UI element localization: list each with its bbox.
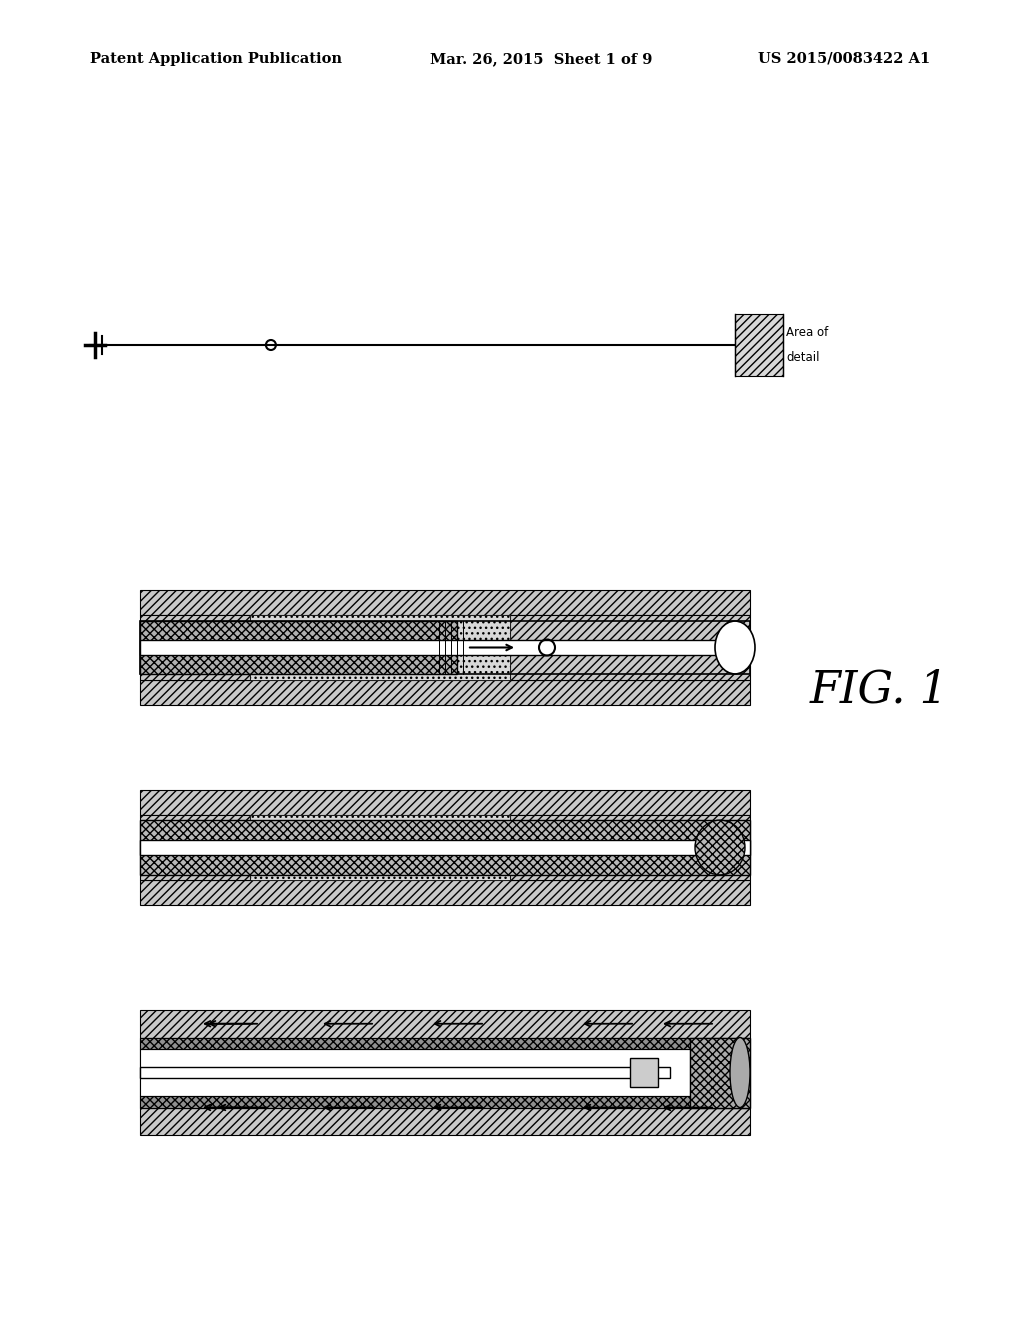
Bar <box>140 789 750 816</box>
Bar <box>140 1067 670 1078</box>
Bar <box>250 615 510 680</box>
Bar <box>140 640 750 655</box>
Bar <box>140 1038 690 1048</box>
Bar <box>250 816 510 879</box>
Bar <box>510 615 750 680</box>
Bar <box>140 879 750 906</box>
Bar <box>140 622 750 675</box>
Bar <box>140 820 750 875</box>
Bar <box>140 680 750 705</box>
Bar <box>140 1097 690 1107</box>
Bar <box>140 841 750 854</box>
Text: Mar. 26, 2015  Sheet 1 of 9: Mar. 26, 2015 Sheet 1 of 9 <box>430 51 652 66</box>
Bar <box>510 816 750 879</box>
Bar <box>140 1038 270 1107</box>
Text: detail: detail <box>786 351 819 364</box>
Bar <box>735 314 783 376</box>
Bar <box>690 1038 750 1107</box>
Text: Patent Application Publication: Patent Application Publication <box>90 51 342 66</box>
Bar <box>140 615 250 680</box>
Bar <box>630 1059 658 1086</box>
Ellipse shape <box>730 1038 750 1107</box>
Text: US 2015/0083422 A1: US 2015/0083422 A1 <box>758 51 930 66</box>
Bar <box>140 590 750 615</box>
Bar <box>140 622 457 675</box>
Bar <box>140 1010 750 1038</box>
Ellipse shape <box>695 820 745 875</box>
Ellipse shape <box>715 622 755 675</box>
Text: Area of: Area of <box>786 326 828 339</box>
Bar <box>270 1038 530 1107</box>
Bar <box>140 1107 750 1135</box>
Text: FIG. 1: FIG. 1 <box>810 668 949 711</box>
Bar <box>140 1048 690 1097</box>
Bar <box>140 816 250 879</box>
Bar <box>530 1038 750 1107</box>
